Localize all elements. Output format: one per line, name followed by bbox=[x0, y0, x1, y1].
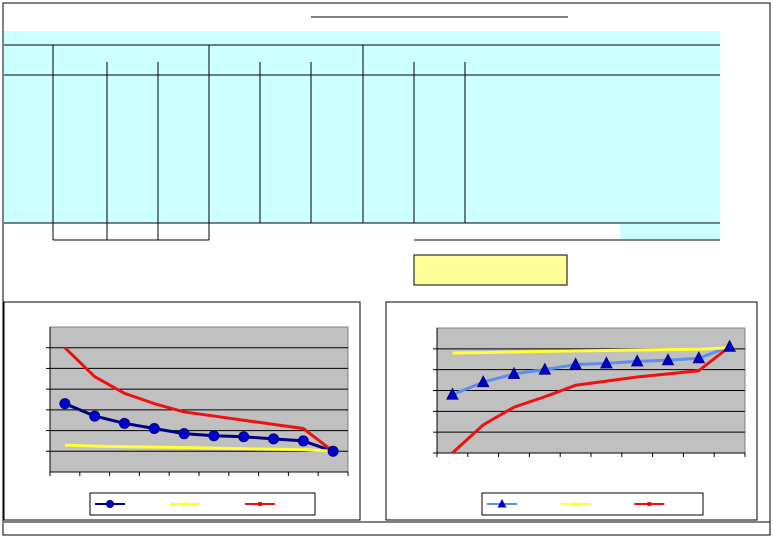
series-line bbox=[63, 346, 335, 453]
series-line bbox=[64, 402, 334, 453]
marker bbox=[569, 357, 582, 370]
legend bbox=[89, 492, 316, 516]
legend-marker bbox=[183, 502, 187, 506]
marker bbox=[538, 362, 552, 375]
marker bbox=[178, 428, 190, 440]
marker bbox=[297, 435, 309, 447]
legend bbox=[481, 492, 704, 516]
marker bbox=[327, 445, 339, 457]
marker bbox=[148, 423, 160, 434]
marker bbox=[89, 410, 101, 422]
series-line bbox=[451, 345, 731, 397]
highlight-cell bbox=[413, 254, 568, 286]
marker bbox=[661, 353, 675, 366]
legend-marker bbox=[258, 502, 262, 506]
marker bbox=[119, 417, 130, 429]
table-lines bbox=[4, 44, 720, 241]
legend-marker bbox=[106, 500, 114, 508]
marker bbox=[692, 351, 706, 364]
marker bbox=[268, 433, 279, 445]
marker bbox=[507, 366, 521, 379]
table-fill bbox=[4, 31, 720, 223]
series-line bbox=[64, 443, 334, 453]
marker bbox=[600, 356, 613, 369]
marker bbox=[723, 339, 736, 352]
legend-marker bbox=[573, 502, 578, 506]
marker bbox=[59, 398, 71, 410]
marker bbox=[630, 354, 644, 367]
series-line bbox=[451, 345, 731, 455]
legend-marker bbox=[497, 499, 507, 508]
series-line bbox=[452, 346, 730, 355]
marker bbox=[446, 387, 459, 400]
marker bbox=[238, 431, 250, 443]
marker bbox=[208, 430, 220, 442]
cell-fill bbox=[620, 224, 720, 239]
legend-marker bbox=[647, 502, 652, 506]
marker bbox=[476, 375, 490, 388]
